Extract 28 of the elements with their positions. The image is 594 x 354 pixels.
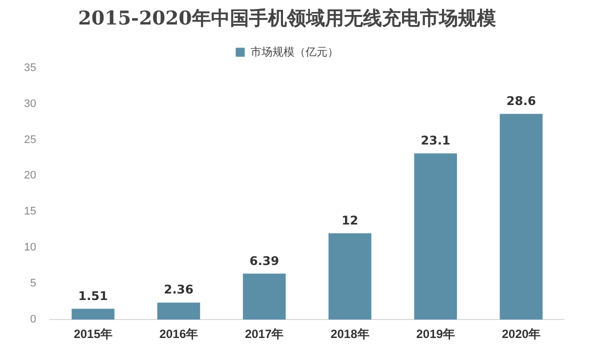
x-tick-label: 2019年: [416, 327, 455, 342]
y-tick-label: 30: [24, 98, 36, 110]
y-tick-label: 5: [30, 278, 36, 290]
x-tick-label: 2018年: [330, 327, 370, 342]
data-label: 28.6: [506, 94, 536, 108]
y-tick-label: 20: [24, 170, 36, 182]
x-tick-label: 2016年: [159, 327, 198, 342]
y-tick-label: 10: [24, 242, 36, 254]
y-tick-label: 0: [30, 314, 36, 326]
data-label: 1.51: [78, 288, 108, 303]
y-tick-label: 35: [24, 62, 36, 74]
bar: [328, 233, 372, 320]
chart-title: 2015-2020年中国手机领域用无线充电市场规模: [78, 7, 496, 30]
data-label: 23.1: [420, 134, 450, 148]
bar: [414, 153, 457, 320]
legend-label: 市场规模（亿元）: [250, 45, 338, 58]
data-label: 2.36: [164, 282, 194, 297]
bar: [157, 302, 200, 320]
y-tick-label: 25: [24, 134, 36, 146]
bar: [500, 114, 543, 320]
bar: [72, 308, 114, 320]
bar: [242, 274, 286, 320]
data-label: 12: [342, 213, 358, 228]
x-tick-label: 2020年: [502, 327, 541, 342]
x-tick-label: 2015年: [74, 327, 112, 342]
y-tick-label: 15: [24, 206, 36, 218]
data-label: 6.39: [250, 254, 280, 268]
x-tick-label: 2017年: [244, 327, 284, 342]
